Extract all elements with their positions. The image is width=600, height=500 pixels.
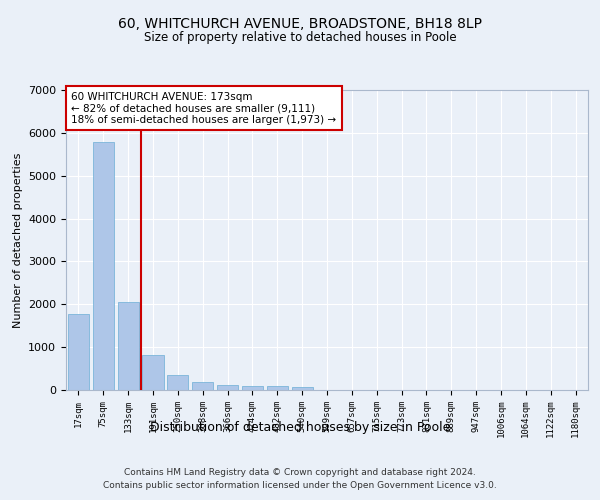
Bar <box>217 385 238 390</box>
Y-axis label: Number of detached properties: Number of detached properties <box>13 152 23 328</box>
Bar <box>93 142 114 390</box>
Text: 60 WHITCHURCH AVENUE: 173sqm
← 82% of detached houses are smaller (9,111)
18% of: 60 WHITCHURCH AVENUE: 173sqm ← 82% of de… <box>71 92 337 124</box>
Bar <box>292 387 313 390</box>
Bar <box>68 314 89 390</box>
Text: Size of property relative to detached houses in Poole: Size of property relative to detached ho… <box>143 31 457 44</box>
Bar <box>192 382 213 390</box>
Bar <box>142 355 164 390</box>
Bar <box>242 386 263 390</box>
Text: 60, WHITCHURCH AVENUE, BROADSTONE, BH18 8LP: 60, WHITCHURCH AVENUE, BROADSTONE, BH18 … <box>118 18 482 32</box>
Bar <box>167 376 188 390</box>
Bar <box>118 302 139 390</box>
Text: Contains HM Land Registry data © Crown copyright and database right 2024.: Contains HM Land Registry data © Crown c… <box>124 468 476 477</box>
Bar <box>267 386 288 390</box>
Text: Contains public sector information licensed under the Open Government Licence v3: Contains public sector information licen… <box>103 480 497 490</box>
Text: Distribution of detached houses by size in Poole: Distribution of detached houses by size … <box>150 421 450 434</box>
